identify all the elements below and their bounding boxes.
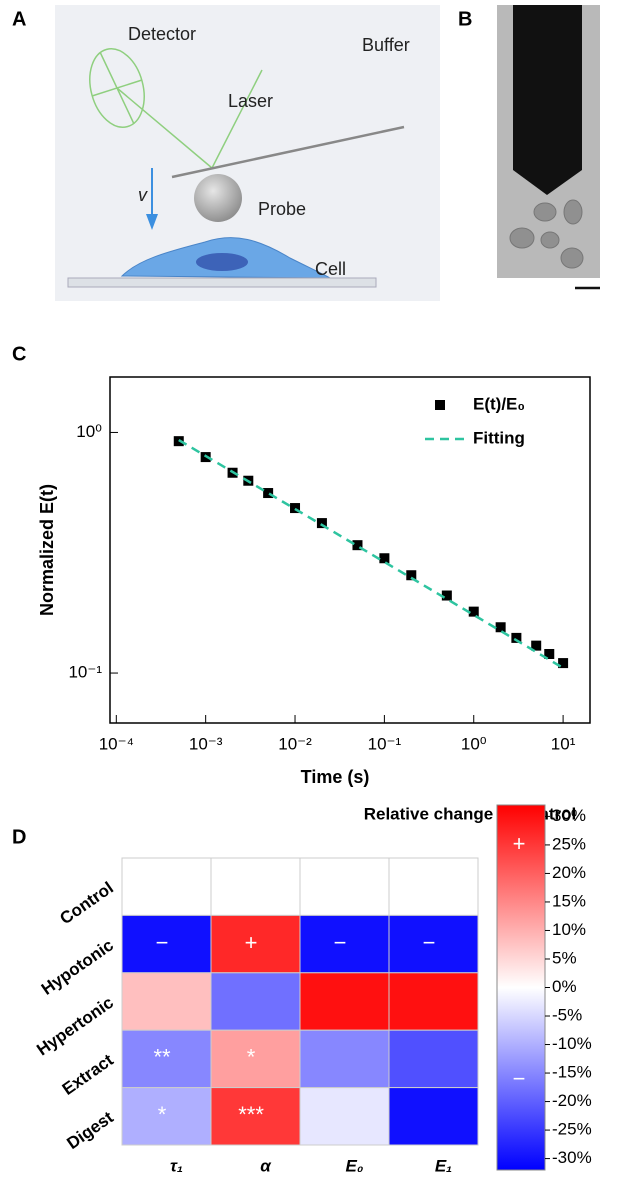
column-label: τ₁ bbox=[170, 1156, 183, 1175]
probe bbox=[194, 174, 242, 222]
colorbar-tick-label: 20% bbox=[552, 863, 586, 882]
data-point bbox=[558, 658, 569, 669]
x-tick-label: 10⁻⁴ bbox=[99, 734, 134, 753]
cell-label: * bbox=[247, 1045, 256, 1070]
colorbar-tick-label: 5% bbox=[552, 948, 577, 967]
cell-label: − bbox=[334, 930, 347, 955]
diagram-label: Laser bbox=[228, 91, 273, 111]
detector bbox=[89, 48, 263, 169]
data-point bbox=[263, 488, 274, 499]
diagram-label: v bbox=[138, 185, 148, 205]
heatmap-cell bbox=[210, 914, 301, 974]
x-tick-label: 10⁻² bbox=[278, 734, 312, 753]
heatmap-cell bbox=[121, 1087, 212, 1146]
colorbar-sign: − bbox=[513, 1066, 526, 1091]
row-label: Digest bbox=[63, 1107, 117, 1153]
column-label: E₀ bbox=[345, 1156, 363, 1175]
heatmap-cell bbox=[388, 1087, 479, 1146]
heatmap-cell bbox=[388, 972, 479, 1031]
row-label: Hypertonic bbox=[33, 993, 117, 1059]
diagram-label: Cell bbox=[315, 259, 346, 279]
x-axis-label: Time (s) bbox=[301, 767, 370, 787]
heatmap-cell bbox=[388, 1029, 479, 1089]
x-tick-label: 10⁻¹ bbox=[368, 734, 402, 753]
legend-label: E(t)/E₀ bbox=[473, 394, 525, 413]
heatmap-cell bbox=[210, 1029, 301, 1089]
colorbar bbox=[496, 804, 546, 1171]
heatmap-cell bbox=[210, 857, 301, 916]
colorbar-tick-label: 15% bbox=[552, 891, 586, 910]
heatmap-cell bbox=[299, 1029, 390, 1089]
legend-label: Fitting bbox=[473, 428, 525, 447]
heatmap-cell bbox=[299, 914, 390, 974]
y-tick-label: 10⁰ bbox=[76, 422, 102, 441]
x-tick-label: 10¹ bbox=[551, 734, 576, 753]
heatmap-cell bbox=[388, 857, 479, 916]
y-tick-label: 10⁻¹ bbox=[68, 663, 102, 682]
colorbar-tick-label: -20% bbox=[552, 1091, 592, 1110]
cell-label: ** bbox=[153, 1045, 171, 1070]
legend-marker bbox=[435, 400, 445, 410]
diagram-label: Probe bbox=[258, 199, 306, 219]
row-label: Extract bbox=[59, 1050, 117, 1099]
colorbar-tick-label: -30% bbox=[552, 1148, 592, 1167]
data-point bbox=[316, 518, 327, 529]
panel-label: B bbox=[458, 8, 472, 30]
cantilever bbox=[171, 125, 405, 179]
row-label: Hypotonic bbox=[38, 935, 117, 998]
arrow-head bbox=[146, 214, 158, 230]
data-point bbox=[406, 570, 417, 581]
cell-label: + bbox=[245, 930, 258, 955]
data-point bbox=[495, 622, 506, 633]
x-tick-label: 10⁻³ bbox=[189, 734, 223, 753]
diagram-label: Detector bbox=[128, 24, 196, 44]
data-point bbox=[468, 606, 479, 617]
data-point bbox=[352, 540, 363, 551]
data-point bbox=[290, 503, 301, 514]
column-label: α bbox=[260, 1156, 272, 1175]
heatmap-cell bbox=[299, 1087, 390, 1146]
panel-label: A bbox=[12, 8, 26, 30]
colorbar-tick-label: -10% bbox=[552, 1034, 592, 1053]
cell-label: * bbox=[158, 1102, 167, 1127]
cells bbox=[509, 199, 584, 269]
data-point bbox=[441, 590, 452, 601]
data-point bbox=[511, 632, 522, 643]
cell-label: − bbox=[156, 930, 169, 955]
x-tick-label: 10⁰ bbox=[461, 734, 487, 753]
heatmap-cell bbox=[388, 914, 479, 974]
heatmap-cell bbox=[299, 857, 390, 916]
data-point bbox=[379, 553, 390, 564]
column-label: E₁ bbox=[435, 1156, 452, 1175]
diagram-label: Buffer bbox=[362, 35, 410, 55]
colorbar-tick-label: 25% bbox=[552, 834, 586, 853]
plot-frame bbox=[109, 376, 591, 724]
data-point bbox=[544, 648, 555, 659]
colorbar-sign: + bbox=[513, 831, 526, 856]
colorbar-tick-label: -5% bbox=[552, 1006, 582, 1025]
heatmap-cell bbox=[299, 972, 390, 1031]
colorbar-tick-label: -15% bbox=[552, 1063, 592, 1082]
panel-label: C bbox=[12, 343, 26, 365]
colorbar-tick-label: 10% bbox=[552, 920, 586, 939]
colorbar-tick-label: 0% bbox=[552, 977, 577, 996]
cell-label: − bbox=[423, 930, 436, 955]
heatmap-cell bbox=[121, 857, 212, 916]
nucleus bbox=[196, 253, 248, 271]
colorbar-tick-label: -25% bbox=[552, 1120, 592, 1139]
y-axis-label: Normalized E(t) bbox=[37, 484, 57, 616]
fit-line bbox=[178, 438, 564, 670]
data-point bbox=[531, 640, 542, 651]
heatmap-cell bbox=[210, 972, 301, 1031]
heatmap-cell bbox=[121, 914, 212, 974]
colorbar-tick-label: 30% bbox=[552, 806, 586, 825]
substrate bbox=[67, 277, 377, 288]
cell-label: *** bbox=[238, 1102, 264, 1127]
row-label: Control bbox=[56, 878, 116, 928]
heatmap-cell bbox=[121, 972, 212, 1031]
panel-label: D bbox=[12, 826, 26, 848]
pipette bbox=[513, 5, 582, 195]
